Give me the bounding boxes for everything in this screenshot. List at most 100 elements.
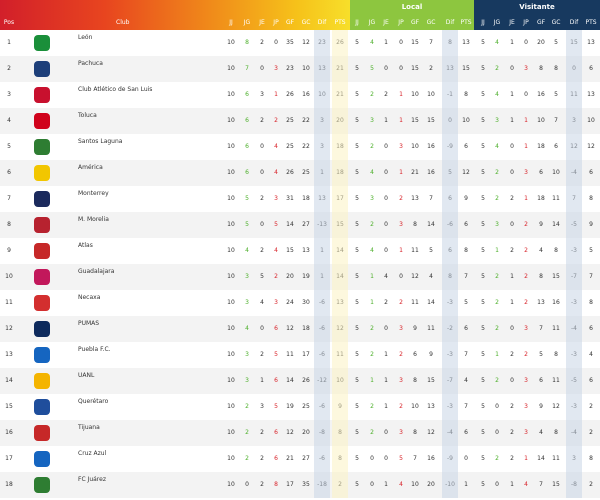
local-gc: 10 xyxy=(427,91,435,98)
club-name[interactable]: Monterrey xyxy=(78,190,109,197)
local-jg: 2 xyxy=(370,221,374,228)
local-je: 0 xyxy=(384,221,388,228)
table-row[interactable]: 14 UANL 10 3 1 6 14 26 -12 10 5 1 1 3 8 15 -7 4 5 2 0 3 6 11 -5 6 xyxy=(0,368,600,394)
table-row[interactable]: 8 M. Morelia 10 5 0 5 14 27 -13 15 5 2 0 3 8 14 -6 6 5 3 0 2 9… xyxy=(0,212,600,238)
table-row[interactable]: 12 PUMAS 10 4 0 6 12 18 -6 12 5 2 0 3 9 11 -2 6 5 2 0 3 7 11 -4 6 xyxy=(0,316,600,342)
total-jg: 3 xyxy=(245,299,249,306)
table-row[interactable]: 15 Querétaro 10 2 3 5 19 25 -6 9 5 2 1 2 10 13 -3 7 5 0 2 3 9 1… xyxy=(0,394,600,420)
club-name[interactable]: América xyxy=(78,164,103,171)
local-gc: 13 xyxy=(427,403,435,410)
club-name[interactable]: Necaxa xyxy=(78,294,101,301)
total-jj: 10 xyxy=(227,91,235,98)
club-name[interactable]: León xyxy=(78,34,93,41)
local-pts: 1 xyxy=(464,481,468,488)
total-jg: 2 xyxy=(245,455,249,462)
total-jp: 6 xyxy=(274,455,278,462)
table-row[interactable]: 16 Tijuana 10 2 2 6 12 20 -8 8 5 2 0 3 8 12 -4 6 5 0 2 3 4 8 -4 2 xyxy=(0,420,600,446)
club-crest-icon xyxy=(34,139,50,155)
table-row[interactable]: 4 Toluca 10 6 2 2 25 22 3 20 5 3 1 1 15 15 0 10 5 3 1 1 10 7 3 10 xyxy=(0,108,600,134)
visitante-gc: 14 xyxy=(552,221,560,228)
total-pts: 9 xyxy=(338,403,342,410)
visitante-pts: 7 xyxy=(589,273,593,280)
position-number: 15 xyxy=(5,403,13,410)
club-name[interactable]: FC Juárez xyxy=(78,476,106,483)
local-jp: 3 xyxy=(399,143,403,150)
local-gc: 5 xyxy=(429,247,433,254)
local-jp: 1 xyxy=(399,117,403,124)
visitante-jp: 2 xyxy=(524,273,528,280)
local-gf: 11 xyxy=(411,299,419,306)
visitante-pts: 4 xyxy=(589,351,593,358)
table-row[interactable]: 5 Santos Laguna 10 6 0 4 25 22 3 18 5 2 0 3 10 16 -9 6 5 4 0… xyxy=(0,134,600,160)
club-name[interactable]: Toluca xyxy=(78,112,97,119)
table-row[interactable]: 2 Pachuca 10 7 0 3 23 10 13 21 5 5 0 0 15 2 13 15 5 2 0 3 8 8 0 6 xyxy=(0,56,600,82)
local-je: 1 xyxy=(384,39,388,46)
club-name[interactable]: UANL xyxy=(78,372,95,379)
visitante-pts: 2 xyxy=(589,403,593,410)
total-dif: -6 xyxy=(319,299,325,306)
table-row[interactable]: 1 León 10 8 2 0 35 12 23 26 5 4 1 0 15 7 8 13 5 4 1 0 20 5 15 13 xyxy=(0,30,600,56)
total-jp: 4 xyxy=(274,247,278,254)
visitante-dif: -5 xyxy=(571,377,577,384)
club-name[interactable]: Querétaro xyxy=(78,398,109,405)
total-jg: 5 xyxy=(245,221,249,228)
total-pts: 18 xyxy=(336,169,344,176)
table-row[interactable]: 17 Cruz Azul 10 2 2 6 21 27 -6 8 5 0 0 5 7 16 -9 0 5 2 2 1 14 1… xyxy=(0,446,600,472)
table-row[interactable]: 9 Atlas 10 4 2 4 15 13 1 14 5 4 0 1 11 5 6 8 5 1 2 2 4 8 -3 5 xyxy=(0,238,600,264)
local-je: 0 xyxy=(384,455,388,462)
club-name[interactable]: Puebla F.C. xyxy=(78,346,111,353)
club-name[interactable]: Tijuana xyxy=(78,424,100,431)
club-crest-icon xyxy=(34,321,50,337)
visitante-jj: 5 xyxy=(481,221,485,228)
table-row[interactable]: 7 Monterrey 10 5 2 3 31 18 13 17 5 3 0 2 13 7 6 9 5 2 2 1 18 11… xyxy=(0,186,600,212)
club-name[interactable]: PUMAS xyxy=(78,320,100,327)
local-jj: 5 xyxy=(355,195,359,202)
table-row[interactable]: 13 Puebla F.C. 10 3 2 5 11 17 -6 11 5 2 1 2 6 9 -3 7 5 1 2 2 5… xyxy=(0,342,600,368)
table-row[interactable]: 11 Necaxa 10 3 4 3 24 30 -6 13 5 1 2 2 11 14 -3 5 5 2 1 2 13 16… xyxy=(0,290,600,316)
visitante-dif: -3 xyxy=(571,351,577,358)
local-jj: 5 xyxy=(355,273,359,280)
total-jj: 10 xyxy=(227,169,235,176)
local-jg: 2 xyxy=(370,403,374,410)
position-number: 2 xyxy=(7,65,11,72)
local-jp: 2 xyxy=(399,195,403,202)
club-name[interactable]: Santos Laguna xyxy=(78,138,123,145)
local-jj: 5 xyxy=(355,247,359,254)
visitante-gf: 20 xyxy=(537,39,545,46)
local-pts: 6 xyxy=(464,429,468,436)
table-row[interactable]: 6 América 10 6 0 4 26 25 1 18 5 4 0 1 21 16 5 12 5 2 0 3 6 10 -4… xyxy=(0,160,600,186)
club-name[interactable]: Guadalajara xyxy=(78,268,115,275)
total-je: 0 xyxy=(260,143,264,150)
local-gf: 8 xyxy=(413,221,417,228)
visitante-jp: 1 xyxy=(524,455,528,462)
club-name[interactable]: Club Atlético de San Luis xyxy=(78,86,153,93)
visitante-gc: 15 xyxy=(552,481,560,488)
header-club: Club xyxy=(116,19,130,26)
table-row[interactable]: 3 Club Atlético de San Luis 10 6 3 1 26 16 10 21 5… xyxy=(0,82,600,108)
club-name[interactable]: Pachuca xyxy=(78,60,103,67)
club-name[interactable]: M. Morelia xyxy=(78,216,109,223)
visitante-jj: 5 xyxy=(481,91,485,98)
total-gf: 26 xyxy=(286,169,294,176)
visitante-jp: 1 xyxy=(524,143,528,150)
local-gf: 11 xyxy=(411,247,419,254)
club-name[interactable]: Cruz Azul xyxy=(78,450,107,457)
visitante-gf: 6 xyxy=(539,377,543,384)
table-row[interactable]: 10 Guadalajara 10 3 5 2 20 19 1 14 5 1 4 0 12 4 8 7 5 2 1 2 8 1… xyxy=(0,264,600,290)
local-gf: 15 xyxy=(411,65,419,72)
local-jg: 0 xyxy=(370,455,374,462)
visitante-pts: 2 xyxy=(589,429,593,436)
visitante-dif: 3 xyxy=(572,117,576,124)
local-gf: 10 xyxy=(411,91,419,98)
visitante-gc: 5 xyxy=(554,91,558,98)
club-name[interactable]: Atlas xyxy=(78,242,93,249)
visitante-dif: 12 xyxy=(570,143,578,150)
local-jg: 4 xyxy=(370,247,374,254)
local-gc: 16 xyxy=(427,455,435,462)
total-jg: 3 xyxy=(245,351,249,358)
total-pts: 8 xyxy=(338,429,342,436)
table-row[interactable]: 18 FC Juárez 10 0 2 8 17 35 -18 2 5 0 1 4 10 20 -10 1 5 0 1 4… xyxy=(0,472,600,498)
local-gf: 8 xyxy=(413,377,417,384)
visitante-gf: 18 xyxy=(537,143,545,150)
total-gc: 17 xyxy=(302,351,310,358)
